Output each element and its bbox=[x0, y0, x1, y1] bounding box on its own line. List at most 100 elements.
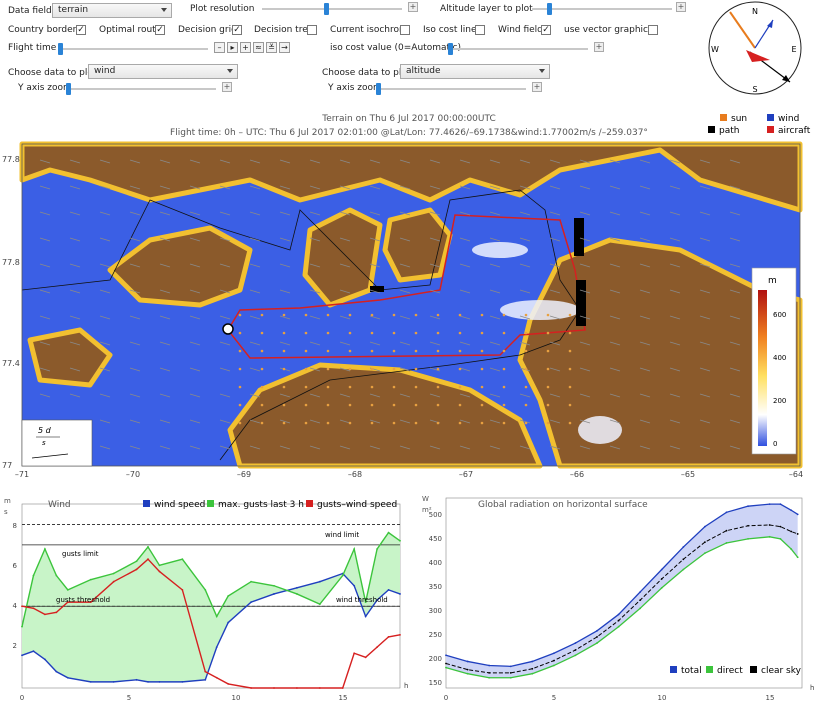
vector-graphics-checkbox[interactable] bbox=[648, 25, 658, 35]
decision-grid-dot bbox=[414, 403, 418, 407]
plus-icon[interactable]: + bbox=[222, 82, 232, 92]
wind-data-point bbox=[44, 548, 46, 550]
decision-grid-dot bbox=[348, 313, 352, 317]
wind-vector-arrow bbox=[549, 419, 561, 424]
y-zoom-right-slider[interactable] bbox=[376, 83, 526, 95]
wind-vector-arrow bbox=[519, 419, 531, 424]
wind-y-tick: 6 bbox=[13, 562, 18, 570]
map-y-tick: 77.8 bbox=[2, 155, 20, 164]
wind-data-point bbox=[376, 599, 378, 601]
wind-vector-arrow bbox=[99, 159, 111, 164]
wind-vector-arrow bbox=[699, 185, 711, 190]
radiation-data-point bbox=[552, 659, 555, 662]
radiation-data-point bbox=[531, 660, 534, 663]
step-forward-button[interactable]: + bbox=[240, 42, 251, 53]
decision-grid-dot bbox=[480, 313, 484, 317]
wind-scale-inset bbox=[21, 419, 93, 467]
altitude-layer-slider[interactable] bbox=[532, 3, 672, 15]
step-back-button[interactable]: – bbox=[214, 42, 225, 53]
slider-thumb[interactable] bbox=[547, 3, 552, 15]
radiation-data-point bbox=[531, 672, 534, 675]
wind-vector-arrow bbox=[639, 211, 651, 216]
slider-thumb[interactable] bbox=[376, 83, 381, 95]
gusts-limit-label: gusts limit bbox=[62, 550, 99, 558]
wind-x-ticks: 0 5 10 15 bbox=[20, 694, 348, 702]
country-borders-checkbox[interactable]: ✓ bbox=[76, 25, 86, 35]
plot-resolution-slider[interactable] bbox=[262, 3, 402, 15]
terrain-map[interactable]: 77.8 77.8 77.4 77 –71 –70 –69 –68 –67 –6… bbox=[0, 140, 818, 480]
decision-grid-dot bbox=[348, 385, 352, 389]
wind-vector-arrow bbox=[669, 159, 681, 164]
plus-icon[interactable]: + bbox=[676, 2, 686, 12]
slider-thumb[interactable] bbox=[66, 83, 71, 95]
current-isochrone-checkbox[interactable] bbox=[400, 25, 410, 35]
radiation-data-point bbox=[466, 672, 469, 675]
slider-thumb[interactable] bbox=[324, 3, 329, 15]
path-arrow-head bbox=[782, 75, 790, 82]
start-position-marker[interactable] bbox=[222, 323, 234, 335]
decision-grid-checkbox[interactable]: ✓ bbox=[232, 25, 242, 35]
wind-vector-arrow bbox=[579, 263, 591, 268]
wind-vector-arrow bbox=[369, 393, 381, 398]
decision-grid-dot bbox=[304, 403, 308, 407]
flight-time-slider[interactable] bbox=[58, 43, 208, 55]
wind-data-point bbox=[318, 580, 321, 583]
total-legend-swatch bbox=[670, 666, 677, 673]
direction-button[interactable]: → bbox=[279, 42, 290, 53]
wind-vector-arrow bbox=[249, 341, 261, 346]
wind-vector-arrow bbox=[129, 367, 141, 372]
slider-thumb[interactable] bbox=[58, 43, 63, 55]
iso-cost-lines-checkbox[interactable] bbox=[475, 25, 485, 35]
faster-button[interactable]: ≈ bbox=[253, 42, 264, 53]
map-y-tick: 77.8 bbox=[2, 258, 20, 267]
wind-data-point bbox=[364, 601, 367, 604]
decision-grid-dot bbox=[392, 367, 396, 371]
data-field-select[interactable]: terrain bbox=[52, 3, 172, 18]
radiation-data-point bbox=[660, 568, 663, 571]
chevron-down-icon bbox=[161, 8, 167, 12]
optimal-route-label: Optimal route bbox=[99, 25, 162, 35]
wind-vector-arrow bbox=[339, 159, 351, 164]
wind-vector-arrow bbox=[609, 367, 621, 372]
wind-vector-arrow bbox=[189, 315, 201, 320]
map-frame bbox=[21, 143, 801, 467]
choose-data-left-select[interactable]: wind bbox=[88, 64, 238, 79]
radiation-data-point bbox=[725, 511, 728, 514]
wind-data-point bbox=[296, 593, 298, 595]
wind-data-point bbox=[181, 588, 184, 591]
iso-cost-slider[interactable] bbox=[448, 43, 588, 55]
ice-patch bbox=[472, 242, 528, 258]
wind-vector-arrow bbox=[219, 211, 231, 216]
wind-data-point bbox=[66, 676, 69, 679]
plus-icon[interactable]: + bbox=[594, 42, 604, 52]
decision-grid-dot bbox=[458, 367, 462, 371]
decision-grid-dot bbox=[326, 349, 330, 353]
choose-data-right-select[interactable]: altitude bbox=[400, 64, 550, 79]
wind-vector-arrow bbox=[429, 237, 441, 242]
optimal-route-checkbox[interactable]: ✓ bbox=[155, 25, 165, 35]
plus-icon[interactable]: + bbox=[532, 82, 542, 92]
wind-vector-arrow bbox=[99, 263, 111, 268]
wind-data-point bbox=[250, 687, 252, 689]
wind-scale-unit: s bbox=[42, 439, 46, 447]
decision-grid-dot bbox=[326, 331, 330, 335]
slower-button[interactable]: ≚ bbox=[266, 42, 277, 53]
wind-vector-arrow bbox=[729, 419, 741, 424]
y-zoom-left-slider[interactable] bbox=[66, 83, 216, 95]
plus-icon[interactable]: + bbox=[408, 2, 418, 12]
wind-vector-arrow bbox=[219, 185, 231, 190]
slider-thumb[interactable] bbox=[448, 43, 453, 55]
wind-data-point bbox=[44, 658, 46, 661]
wind-vector-arrow bbox=[519, 341, 531, 346]
radiation-data-point bbox=[552, 664, 555, 667]
decision-grid-dot bbox=[370, 349, 374, 353]
wind-field-checkbox[interactable]: ✓ bbox=[541, 25, 551, 35]
play-button[interactable]: ▸ bbox=[227, 42, 238, 53]
wind-vector-arrow bbox=[579, 159, 591, 164]
radiation-data-point bbox=[466, 668, 469, 671]
wind-vector-arrow bbox=[609, 211, 621, 216]
wind-vector-arrow bbox=[39, 159, 51, 164]
decision-grid-dot bbox=[326, 313, 330, 317]
decision-tree-checkbox[interactable] bbox=[307, 25, 317, 35]
wind-vector-arrow bbox=[699, 263, 711, 268]
